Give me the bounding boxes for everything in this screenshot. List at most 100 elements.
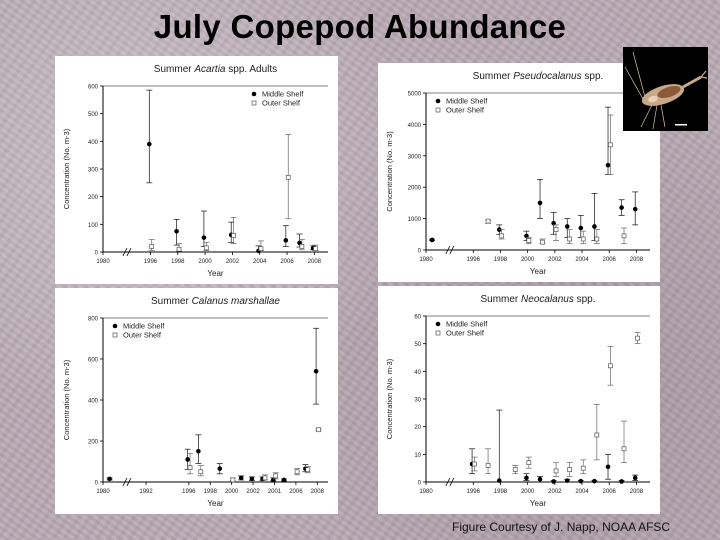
acartia-point-outer-shelf	[299, 244, 305, 249]
neocalanus-point-middle-shelf	[564, 478, 570, 483]
acartia-point-outer-shelf	[258, 246, 264, 252]
pseudocalanus-point-outer-shelf	[567, 236, 572, 242]
slide-title: July Copepod Abundance	[153, 8, 567, 45]
acartia-chart-svg: Summer Acartia spp. Adults 0 100 200 300 400 5…	[62, 64, 328, 278]
neocalanus-point-outer-shelf	[553, 468, 559, 474]
acartia-point-outer-shelf	[203, 245, 209, 251]
calanus-title: Summer Calanus marshallae	[151, 296, 280, 307]
neocalanus-point-outer-shelf	[580, 465, 586, 471]
calanus-point-middle-shelf	[217, 466, 223, 471]
neocalanus-legend-marker-outer-shelf	[435, 330, 441, 336]
neocalanus-ytick-label: 30	[414, 398, 421, 404]
calanus-xlabel: Year	[207, 499, 224, 508]
pseudocalanus-ytick-label: 5000	[408, 92, 422, 98]
acartia-xtick-label: 2000	[198, 259, 212, 265]
acartia-point-outer-shelf	[285, 174, 291, 180]
pseudocalanus-point-middle-shelf	[524, 233, 529, 239]
neocalanus-point-outer-shelf	[594, 432, 600, 438]
acartia-ytick-label: 400	[88, 140, 99, 146]
neocalanus-series-middle-shelf	[469, 409, 639, 484]
neocalanus-point-middle-shelf	[619, 479, 624, 484]
pseudocalanus-xtick-label: 1996	[467, 257, 481, 263]
calanus-title-prefix: Summer	[151, 296, 192, 307]
pseudocalanus-legend-label: Outer Shelf	[446, 106, 485, 115]
acartia-title: Summer Acartia spp. Adults	[154, 64, 277, 75]
neocalanus-xtick-label: 1996	[467, 489, 481, 495]
pseudocalanus-point-outer-shelf	[485, 218, 491, 224]
pseudocalanus-point-middle-shelf	[564, 224, 570, 229]
acartia-title-suffix: spp. Adults	[225, 64, 277, 75]
neocalanus-ytick-label: 0	[418, 481, 422, 487]
calanus-ytick-label: 200	[88, 440, 99, 446]
pseudocalanus-point-middle-shelf	[592, 224, 597, 229]
calanus-point-outer-shelf	[198, 469, 204, 475]
pseudocalanus-xtick-label: 1980	[419, 257, 433, 263]
pseudocalanus-point-outer-shelf	[608, 142, 613, 148]
acartia-xtick-label: 2008	[308, 259, 322, 265]
calanus-axis-break	[122, 477, 128, 487]
pseudocalanus-xtick-label: 2000	[521, 257, 535, 263]
neocalanus-xtick-label: 2002	[548, 489, 562, 495]
neocalanus-xtick-label: 2000	[521, 489, 535, 495]
acartia-legend-marker-middle-shelf	[251, 91, 257, 97]
calanus-point-middle-shelf	[196, 448, 201, 454]
acartia-xtick-label: 2004	[253, 259, 267, 265]
acartia-title-prefix: Summer	[154, 64, 195, 75]
acartia-ylabel: Concentration (No. m-3)	[62, 128, 71, 209]
neocalanus-xlabel: Year	[530, 499, 547, 508]
calanus-ytick-label: 800	[88, 317, 99, 323]
neocalanus-point-middle-shelf	[524, 475, 529, 481]
neocalanus-chart: Summer Neocalanus spp. 0 10 20 30 40 50 60 1980 1…	[378, 286, 660, 514]
calanus-chart: Summer Calanus marshallae 0 200 400 600 800 19…	[55, 288, 338, 514]
calanus-legend-marker-middle-shelf	[112, 323, 118, 329]
neocalanus-point-middle-shelf	[592, 478, 597, 484]
neocalanus-point-middle-shelf	[632, 475, 638, 481]
pseudocalanus-point-outer-shelf	[540, 239, 545, 245]
calanus-axis-break	[126, 477, 132, 487]
pseudocalanus-xtick-label: 1998	[494, 257, 508, 263]
pseudocalanus-legend-marker-outer-shelf	[435, 107, 441, 113]
pseudocalanus-ytick-label: 3000	[408, 154, 422, 160]
pseudocalanus-ytick-label: 4000	[408, 123, 422, 129]
calanus-point-outer-shelf	[273, 473, 279, 479]
pseudocalanus-point-middle-shelf	[632, 206, 638, 212]
neocalanus-legend-label: Outer Shelf	[446, 329, 485, 338]
pseudocalanus-point-outer-shelf	[499, 233, 505, 239]
acartia-xlabel: Year	[207, 269, 224, 278]
acartia-ytick-label: 100	[88, 223, 99, 229]
calanus-ytick-label: 0	[95, 481, 99, 487]
calanus-point-outer-shelf	[305, 467, 311, 473]
calanus-point-outer-shelf	[187, 465, 193, 470]
neocalanus-xtick-label: 2006	[603, 489, 617, 495]
neocalanus-series-outer-shelf	[471, 332, 641, 477]
pseudocalanus-legend-label: Middle Shelf	[446, 97, 488, 106]
acartia-axis-break	[122, 247, 128, 257]
pseudocalanus-series-middle-shelf	[429, 106, 639, 243]
calanus-point-middle-shelf	[281, 477, 287, 483]
pseudocalanus-title: Summer Pseudocalanus spp.	[473, 71, 604, 82]
acartia-xtick-label: 1996	[144, 259, 158, 265]
acartia-point-outer-shelf	[176, 246, 182, 252]
acartia-title-italic: Acartia	[193, 64, 226, 75]
neocalanus-ytick-label: 40	[414, 370, 421, 376]
calanus-point-outer-shelf	[230, 477, 236, 483]
calanus-chart-svg: Summer Calanus marshallae 0 200 400 600 800 19…	[62, 296, 328, 508]
pseudocalanus-point-middle-shelf	[619, 205, 624, 210]
calanus-point-middle-shelf	[185, 457, 190, 462]
neocalanus-title: Summer Neocalanus spp.	[480, 294, 595, 305]
calanus-xtick-label: 1996	[182, 489, 196, 495]
acartia-series-outer-shelf	[148, 134, 319, 252]
neocalanus-axis-break	[449, 477, 455, 487]
acartia-xtick-label: 1980	[96, 259, 110, 265]
pseudocalanus-chart-svg: Summer Pseudocalanus spp. 0 1000 2000 3000 40…	[385, 71, 650, 276]
acartia-xtick-label: 2006	[280, 259, 294, 265]
acartia-ytick-label: 500	[88, 112, 99, 118]
acartia-point-middle-shelf	[146, 141, 152, 147]
acartia-legend-label: Middle Shelf	[262, 90, 304, 99]
calanus-xtick-label: 1992	[139, 489, 153, 495]
pseudocalanus-title-suffix: spp.	[582, 71, 604, 82]
neocalanus-point-outer-shelf	[526, 460, 532, 465]
pseudocalanus-xtick-label: 2008	[630, 257, 644, 263]
neocalanus-title-italic: Neocalanus	[521, 294, 574, 305]
